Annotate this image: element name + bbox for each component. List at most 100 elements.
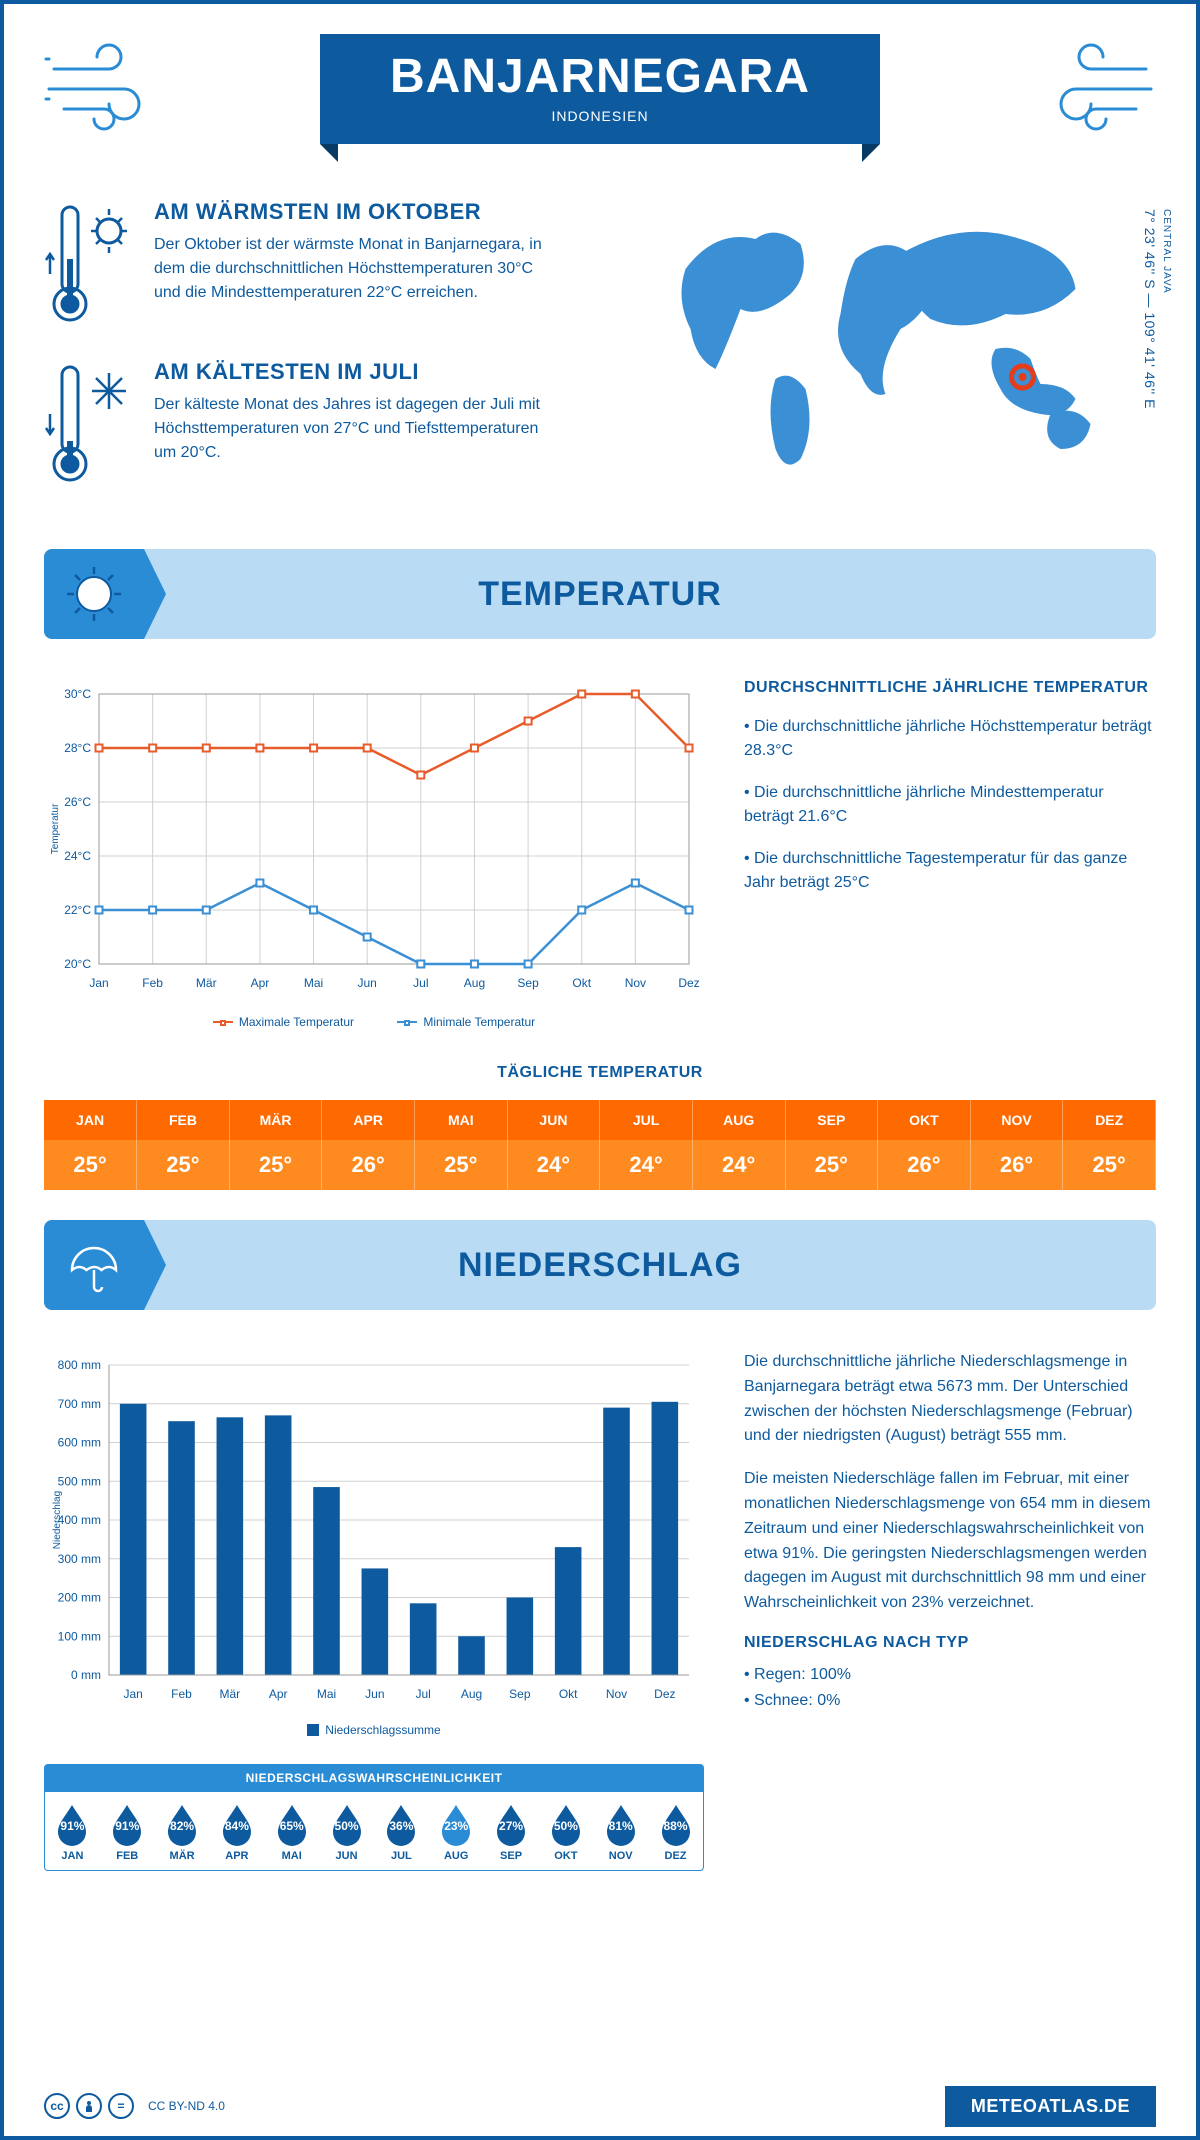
legend-max: Maximale Temperatur [239,1015,354,1029]
precip-type-title: NIEDERSCHLAG NACH TYP [744,1634,1156,1652]
prob-cell: 50% OKT [538,1792,593,1870]
prob-cell: 65% MAI [264,1792,319,1870]
legend-precip: Niederschlagssumme [325,1723,440,1737]
svg-text:Jun: Jun [358,976,377,990]
section-header-precipitation: NIEDERSCHLAG [44,1220,1156,1310]
precipitation-probability-table: NIEDERSCHLAGSWAHRSCHEINLICHKEIT 91% JAN … [44,1764,704,1871]
daily-temp-value: 25° [229,1140,322,1190]
wind-icon [44,34,164,134]
section-header-temperature: TEMPERATUR [44,549,1156,639]
svg-text:Nov: Nov [606,1687,627,1701]
daily-temp-value: 26° [970,1140,1063,1190]
svg-text:Nov: Nov [625,976,646,990]
svg-text:30°C: 30°C [64,687,91,701]
temp-bullet: • Die durchschnittliche jährliche Mindes… [744,781,1156,829]
daily-month-header: JUL [600,1100,693,1140]
precipitation-bar-chart: 0 mm100 mm200 mm300 mm400 mm500 mm600 mm… [44,1350,704,1710]
svg-text:Jan: Jan [89,976,108,990]
site-name: METEOATLAS.DE [945,2086,1156,2127]
prob-cell: 81% NOV [593,1792,648,1870]
svg-text:28°C: 28°C [64,741,91,755]
world-map: CENTRAL JAVA 7° 23' 46'' S — 109° 41' 46… [615,199,1156,519]
daily-month-header: AUG [692,1100,785,1140]
country-name: INDONESIEN [350,108,850,124]
daily-temp-value: 24° [600,1140,693,1190]
svg-text:Apr: Apr [251,976,270,990]
coldest-title: AM KÄLTESTEN IM JULI [154,359,554,385]
prob-cell: 50% JUN [319,1792,374,1870]
prob-cell: 84% APR [209,1792,264,1870]
svg-text:Aug: Aug [464,976,485,990]
wind-icon [1036,34,1156,134]
precipitation-summary: Die durchschnittliche jährliche Niedersc… [744,1350,1156,1871]
umbrella-icon [64,1235,124,1295]
thermometer-cold-icon [44,359,134,489]
climate-summary: AM WÄRMSTEN IM OKTOBER Der Oktober ist d… [44,199,585,519]
prob-cell: 91% FEB [100,1792,155,1870]
prob-cell: 82% MÄR [155,1792,210,1870]
svg-text:Feb: Feb [171,1687,192,1701]
daily-month-header: APR [322,1100,415,1140]
daily-temp-table: JANFEBMÄRAPRMAIJUNJULAUGSEPOKTNOVDEZ 25°… [44,1100,1156,1190]
daily-temp-title: TÄGLICHE TEMPERATUR [44,1064,1156,1082]
thermometer-hot-icon [44,199,134,329]
prob-cell: 23% AUG [429,1792,484,1870]
section-title: NIEDERSCHLAG [458,1246,742,1285]
svg-text:20°C: 20°C [64,957,91,971]
temp-bullet: • Die durchschnittliche Tagestemperatur … [744,847,1156,895]
svg-text:0 mm: 0 mm [71,1668,101,1682]
svg-text:26°C: 26°C [64,795,91,809]
svg-text:Jul: Jul [415,1687,430,1701]
svg-text:Jan: Jan [123,1687,142,1701]
warmest-title: AM WÄRMSTEN IM OKTOBER [154,199,554,225]
prob-cell: 91% JAN [45,1792,100,1870]
cc-license: cc = CC BY-ND 4.0 [44,2093,225,2119]
precip-type-item: • Schnee: 0% [744,1688,1156,1714]
prob-title: NIEDERSCHLAGSWAHRSCHEINLICHKEIT [44,1764,704,1792]
svg-text:200 mm: 200 mm [58,1591,101,1605]
svg-text:600 mm: 600 mm [58,1436,101,1450]
daily-temp-value: 25° [415,1140,508,1190]
svg-text:500 mm: 500 mm [58,1474,101,1488]
svg-text:Dez: Dez [678,976,699,990]
svg-text:100 mm: 100 mm [58,1629,101,1643]
svg-text:24°C: 24°C [64,849,91,863]
daily-month-header: OKT [878,1100,971,1140]
precip-p2: Die meisten Niederschläge fallen im Febr… [744,1467,1156,1616]
prob-cell: 36% JUL [374,1792,429,1870]
svg-text:Temperatur: Temperatur [50,803,61,854]
svg-text:300 mm: 300 mm [58,1552,101,1566]
svg-text:Apr: Apr [269,1687,288,1701]
daily-month-header: SEP [785,1100,878,1140]
daily-month-header: JUN [507,1100,600,1140]
warmest-text: Der Oktober ist der wärmste Monat in Ban… [154,233,554,305]
daily-month-header: DEZ [1063,1100,1156,1140]
temperature-line-chart: 20°C22°C24°C26°C28°C30°CJanFebMärAprMaiJ… [44,679,704,1029]
sun-icon [64,564,124,624]
daily-temp-value: 24° [692,1140,785,1190]
svg-text:800 mm: 800 mm [58,1358,101,1372]
daily-temp-value: 25° [1063,1140,1156,1190]
svg-text:Mär: Mär [196,976,217,990]
daily-temp-value: 24° [507,1140,600,1190]
precip-p1: Die durchschnittliche jährliche Niedersc… [744,1350,1156,1449]
daily-temp-value: 26° [322,1140,415,1190]
legend-min: Minimale Temperatur [423,1015,535,1029]
svg-text:700 mm: 700 mm [58,1397,101,1411]
daily-temp-value: 25° [785,1140,878,1190]
precip-type-item: • Regen: 100% [744,1662,1156,1688]
svg-text:Dez: Dez [654,1687,675,1701]
daily-month-header: NOV [970,1100,1063,1140]
title-banner: BANJARNEGARA INDONESIEN [320,34,880,144]
daily-month-header: MÄR [229,1100,322,1140]
daily-temp-value: 25° [137,1140,230,1190]
svg-text:Feb: Feb [142,976,163,990]
svg-text:Mai: Mai [304,976,323,990]
svg-text:Mär: Mär [219,1687,240,1701]
daily-temp-value: 26° [878,1140,971,1190]
temp-bullet: • Die durchschnittliche jährliche Höchst… [744,715,1156,763]
temperature-summary: DURCHSCHNITTLICHE JÄHRLICHE TEMPERATUR •… [744,679,1156,1029]
prob-cell: 88% DEZ [648,1792,703,1870]
daily-month-header: FEB [137,1100,230,1140]
avg-temp-title: DURCHSCHNITTLICHE JÄHRLICHE TEMPERATUR [744,679,1156,697]
